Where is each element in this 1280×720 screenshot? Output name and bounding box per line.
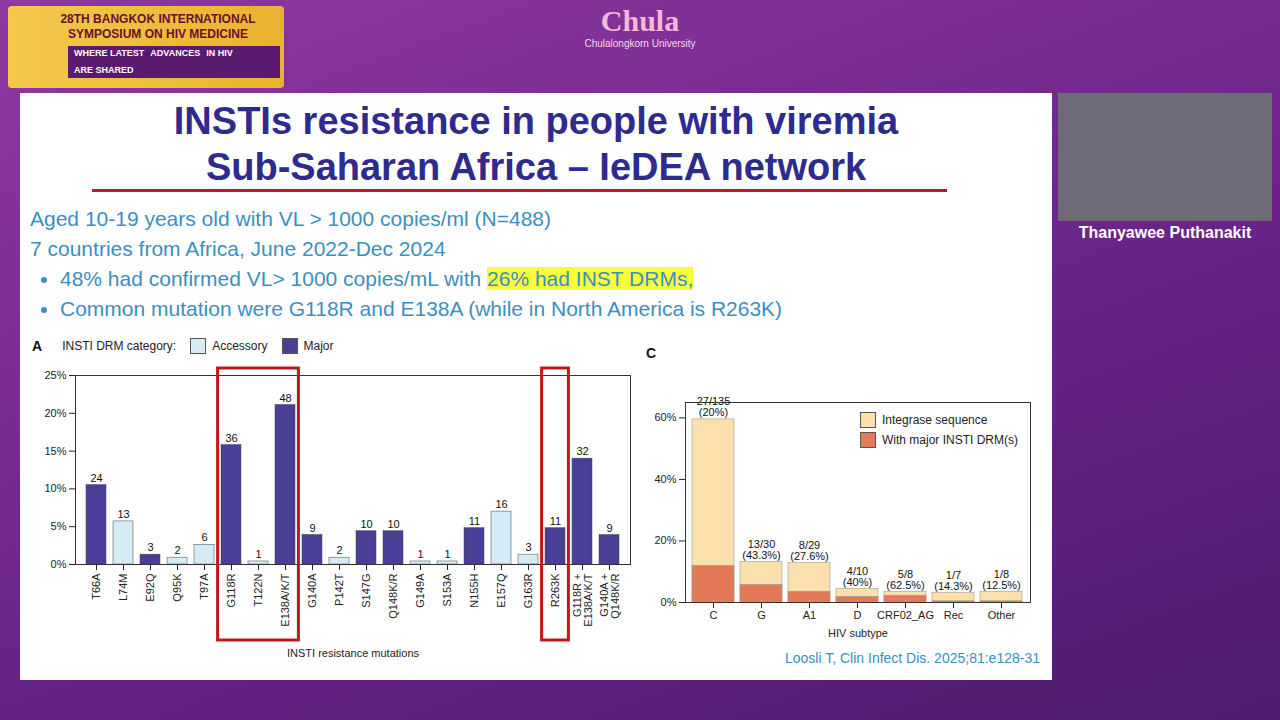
svg-text:Q148K/R: Q148K/R [387,573,399,618]
html-text:With major INSTI DRM(s): With major INSTI DRM(s) [882,433,1018,447]
svg-text:N155H: N155H [468,573,480,607]
svg-text:G118R: G118R [225,573,237,607]
svg-text:1: 1 [255,548,261,560]
svg-text:16: 16 [495,498,507,510]
html-text:48% had confirmed VL> 1000 cop: 48% had confirmed VL> 1000 copies/mL wit… [60,267,694,290]
svg-text:32: 32 [576,445,588,457]
svg-text:27/135(20%): 27/135(20%) [697,395,731,418]
svg-text:13: 13 [117,508,129,520]
svg-text:20%: 20% [44,407,66,419]
svg-text:INSTI resistance mutations: INSTI resistance mutations [287,647,420,659]
svg-text:1/8(12.5%): 1/8(12.5%) [982,568,1021,591]
svg-text:3: 3 [147,541,153,553]
svg-text:10: 10 [387,518,399,530]
svg-text:40%: 40% [654,473,676,485]
svg-text:T66A: T66A [90,573,102,600]
svg-text:Rec: Rec [944,609,964,621]
html-text:Aged 10-19 years old with VL >: Aged 10-19 years old with VL > 1000 copi… [30,207,551,230]
svg-text:25%: 25% [44,369,66,381]
svg-text:G118R +E138A/K/T: G118R +E138A/K/T [571,573,594,626]
svg-text:13/30(43.3%): 13/30(43.3%) [742,538,781,561]
html-text:Chulalongkorn University: Chulalongkorn University [584,38,696,49]
html-text:Thanyawee Puthanakit: Thanyawee Puthanakit [1078,224,1252,241]
svg-text:36: 36 [225,432,237,444]
svg-text:2: 2 [336,544,342,556]
svg-text:E138A/K/T: E138A/K/T [279,573,291,626]
html-text:Accessory: Accessory [212,339,268,353]
svg-text:C: C [710,609,718,621]
svg-text:20%: 20% [654,534,676,546]
svg-text:24: 24 [90,472,102,484]
svg-text:G163R: G163R [522,573,534,608]
svg-text:60%: 60% [654,411,676,423]
svg-text:T122N: T122N [252,573,264,606]
svg-text:11: 11 [550,515,561,527]
svg-text:5/8(62.5%): 5/8(62.5%) [886,568,925,591]
svg-text:10%: 10% [44,482,66,494]
html-text:Loosli T, Clin Infect Dis. 202: Loosli T, Clin Infect Dis. 2025;81:e128-… [785,650,1040,666]
html-text:ARE SHARED: ARE SHARED [74,65,134,75]
html-text:SYMPOSIUM ON HIV MEDICINE: SYMPOSIUM ON HIV MEDICINE [68,27,248,41]
svg-text:R263K: R263K [549,573,561,607]
svg-text:48: 48 [279,392,291,404]
svg-text:P142T: P142T [333,573,345,606]
svg-text:G149A: G149A [414,573,426,608]
svg-text:G: G [757,609,766,621]
svg-text:1: 1 [417,548,423,560]
html-text:Sub-Saharan Africa – IeDEA net: Sub-Saharan Africa – IeDEA network [205,146,867,188]
svg-text:CRF02_AG: CRF02_AG [877,609,934,621]
html-text:Common mutation were G118R and: Common mutation were G118R and E138A (wh… [60,297,783,320]
svg-text:6: 6 [201,531,207,543]
svg-text:2: 2 [174,544,180,556]
svg-text:HIV subtype: HIV subtype [828,627,888,639]
svg-text:9: 9 [606,522,612,534]
svg-text:Q95K: Q95K [171,573,183,602]
svg-text:1: 1 [444,548,450,560]
svg-text:9: 9 [309,522,315,534]
svg-text:L74M: L74M [117,574,129,602]
html-text:A: A [32,338,43,354]
svg-text:S153A: S153A [441,573,453,607]
svg-text:11: 11 [469,515,480,527]
svg-text:15%: 15% [44,445,66,457]
svg-text:T97A: T97A [198,573,210,600]
html-text:INSTIs resistance in people wi: INSTIs resistance in people with viremia [173,100,899,142]
svg-text:5%: 5% [51,520,67,532]
svg-text:A1: A1 [803,609,816,621]
svg-text:8/29(27.6%): 8/29(27.6%) [790,539,829,562]
svg-text:G140A: G140A [306,573,318,608]
html-text:ADVANCES: ADVANCES [150,48,201,58]
svg-text:0%: 0% [51,558,67,570]
svg-text:E157Q: E157Q [495,573,507,608]
svg-text:S147G: S147G [360,574,372,608]
html-text:INSTI DRM category:: INSTI DRM category: [62,339,177,353]
svg-text:E92Q: E92Q [144,573,156,602]
svg-text:4/10(40%): 4/10(40%) [843,565,872,588]
html-text:Integrase sequence: Integrase sequence [882,413,988,427]
html-text:WHERE LATEST: WHERE LATEST [74,48,145,58]
html-text:28TH BANGKOK INTERNATIONAL: 28TH BANGKOK INTERNATIONAL [60,12,256,26]
svg-text:3: 3 [525,541,531,553]
svg-text:G140A +Q148K/R: G140A +Q148K/R [598,573,621,618]
svg-text:10: 10 [360,518,372,530]
html-text:7 countries from Africa, June: 7 countries from Africa, June 2022-Dec 2… [30,237,446,260]
html-text:Chula: Chula [600,4,680,37]
html-text:C: C [646,345,657,361]
svg-text:1/7(14.3%): 1/7(14.3%) [934,569,973,592]
svg-text:D: D [854,609,862,621]
html-text:Major: Major [303,339,334,353]
html-text:IN HIV: IN HIV [206,48,233,58]
svg-text:0%: 0% [661,596,677,608]
svg-text:Other: Other [988,609,1016,621]
